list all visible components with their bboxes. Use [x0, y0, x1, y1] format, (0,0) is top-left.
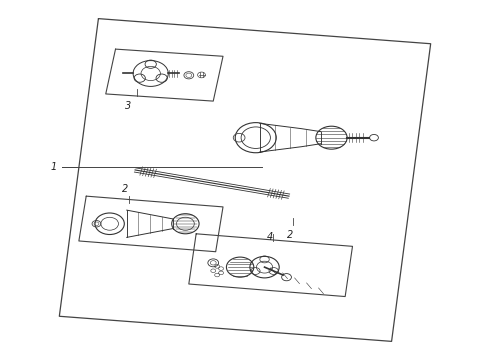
Text: 3: 3: [125, 101, 131, 111]
Text: 2: 2: [122, 184, 128, 194]
Text: 1: 1: [50, 162, 57, 172]
Text: 2: 2: [287, 230, 293, 240]
Text: 4: 4: [267, 232, 273, 242]
